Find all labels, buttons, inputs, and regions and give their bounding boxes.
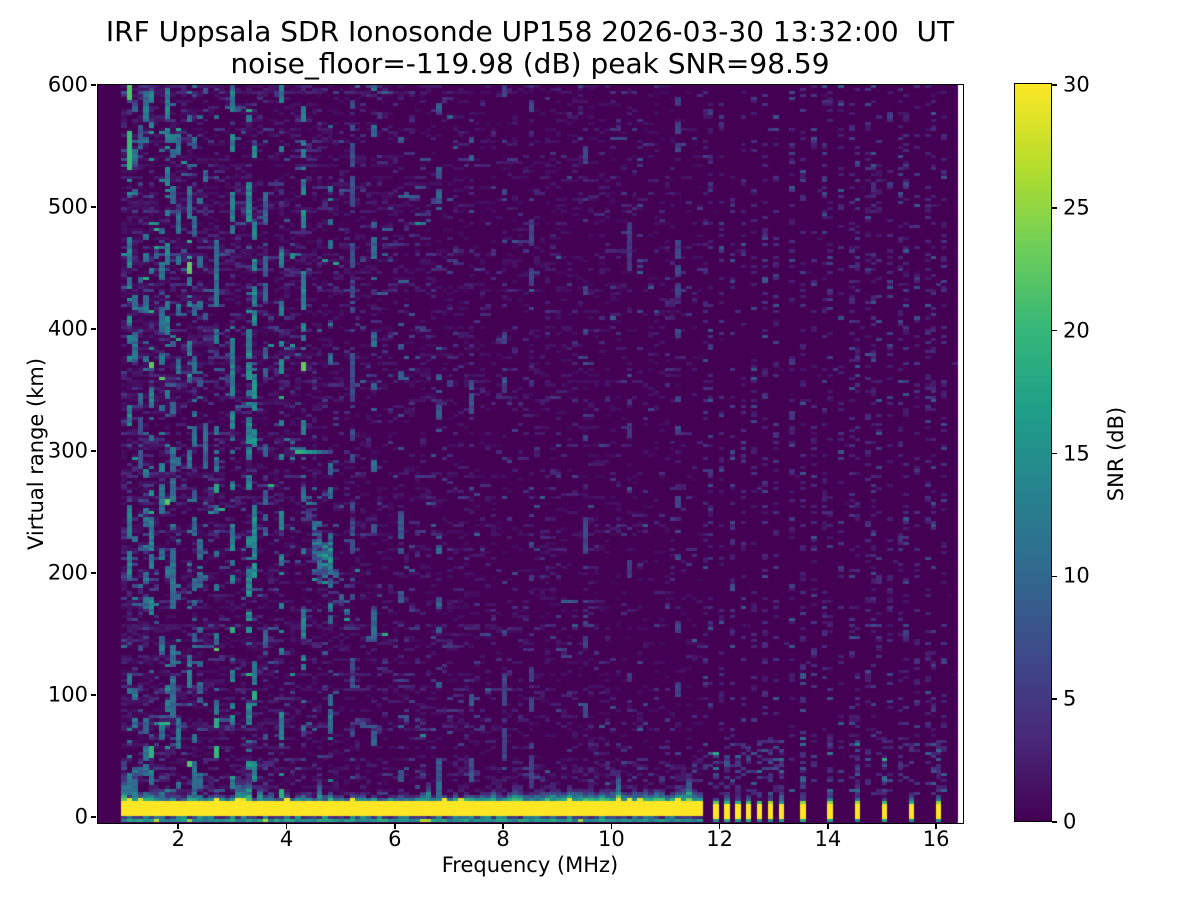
colorbar-tick-mark bbox=[1052, 207, 1057, 209]
y-tick-mark bbox=[91, 816, 97, 818]
x-tick-mark bbox=[935, 823, 937, 829]
y-tick-label: 500 bbox=[47, 194, 88, 219]
x-tick-label: 16 bbox=[922, 827, 950, 851]
title-line-2: noise_floor=-119.98 (dB) peak SNR=98.59 bbox=[230, 47, 830, 80]
y-tick-mark bbox=[91, 450, 97, 452]
snr-heatmap bbox=[98, 85, 963, 823]
y-tick-mark bbox=[91, 84, 97, 86]
x-tick-label: 10 bbox=[597, 827, 625, 851]
colorbar-tick-mark bbox=[1052, 84, 1057, 86]
colorbar-tick-mark bbox=[1052, 329, 1057, 332]
colorbar-tick-label: 0 bbox=[1063, 809, 1077, 834]
colorbar-tick-mark bbox=[1052, 452, 1057, 455]
x-tick-label: 6 bbox=[388, 827, 402, 851]
plot-axes-frame bbox=[97, 84, 964, 824]
colorbar-tick-label: 25 bbox=[1063, 195, 1090, 220]
x-tick-mark bbox=[285, 823, 288, 829]
figure-title: IRF Uppsala SDR Ionosonde UP158 2026-03-… bbox=[98, 16, 962, 80]
y-tick-label: 100 bbox=[47, 682, 88, 707]
y-tick-mark bbox=[91, 328, 97, 330]
y-tick-mark bbox=[91, 694, 97, 696]
x-axis-label: Frequency (MHz) bbox=[441, 853, 619, 877]
x-tick-label: 14 bbox=[814, 827, 842, 851]
y-tick-label: 300 bbox=[47, 438, 88, 463]
colorbar-tick-mark bbox=[1052, 575, 1057, 578]
y-tick-label: 200 bbox=[47, 560, 88, 585]
x-tick-label: 8 bbox=[496, 827, 510, 851]
y-tick-label: 400 bbox=[47, 316, 88, 341]
y-tick-label: 0 bbox=[74, 804, 88, 829]
colorbar-tick-label: 15 bbox=[1063, 441, 1090, 465]
x-tick-mark bbox=[610, 823, 613, 829]
x-tick-label: 4 bbox=[279, 827, 294, 851]
y-axis-label: Virtual range (km) bbox=[24, 357, 48, 550]
colorbar-tick-label: 20 bbox=[1063, 318, 1090, 343]
x-tick-label: 2 bbox=[171, 827, 185, 851]
x-tick-mark bbox=[394, 823, 396, 829]
x-tick-mark bbox=[718, 823, 721, 829]
colorbar-tick-mark bbox=[1052, 821, 1057, 823]
y-tick-mark bbox=[91, 206, 97, 208]
colorbar bbox=[1014, 83, 1053, 823]
title-line-1: IRF Uppsala SDR Ionosonde UP158 2026-03-… bbox=[105, 15, 955, 48]
x-tick-mark bbox=[502, 823, 504, 829]
y-tick-mark bbox=[91, 572, 97, 574]
colorbar-tick-mark bbox=[1052, 698, 1057, 700]
colorbar-tick-label: 5 bbox=[1063, 686, 1077, 711]
x-tick-mark bbox=[177, 823, 180, 829]
colorbar-tick-label: 10 bbox=[1063, 563, 1090, 588]
y-tick-label: 600 bbox=[47, 72, 88, 97]
x-tick-label: 12 bbox=[706, 827, 733, 851]
x-tick-mark bbox=[827, 823, 829, 829]
colorbar-tick-label: 30 bbox=[1063, 72, 1090, 97]
colorbar-label: SNR (dB) bbox=[1104, 406, 1128, 501]
